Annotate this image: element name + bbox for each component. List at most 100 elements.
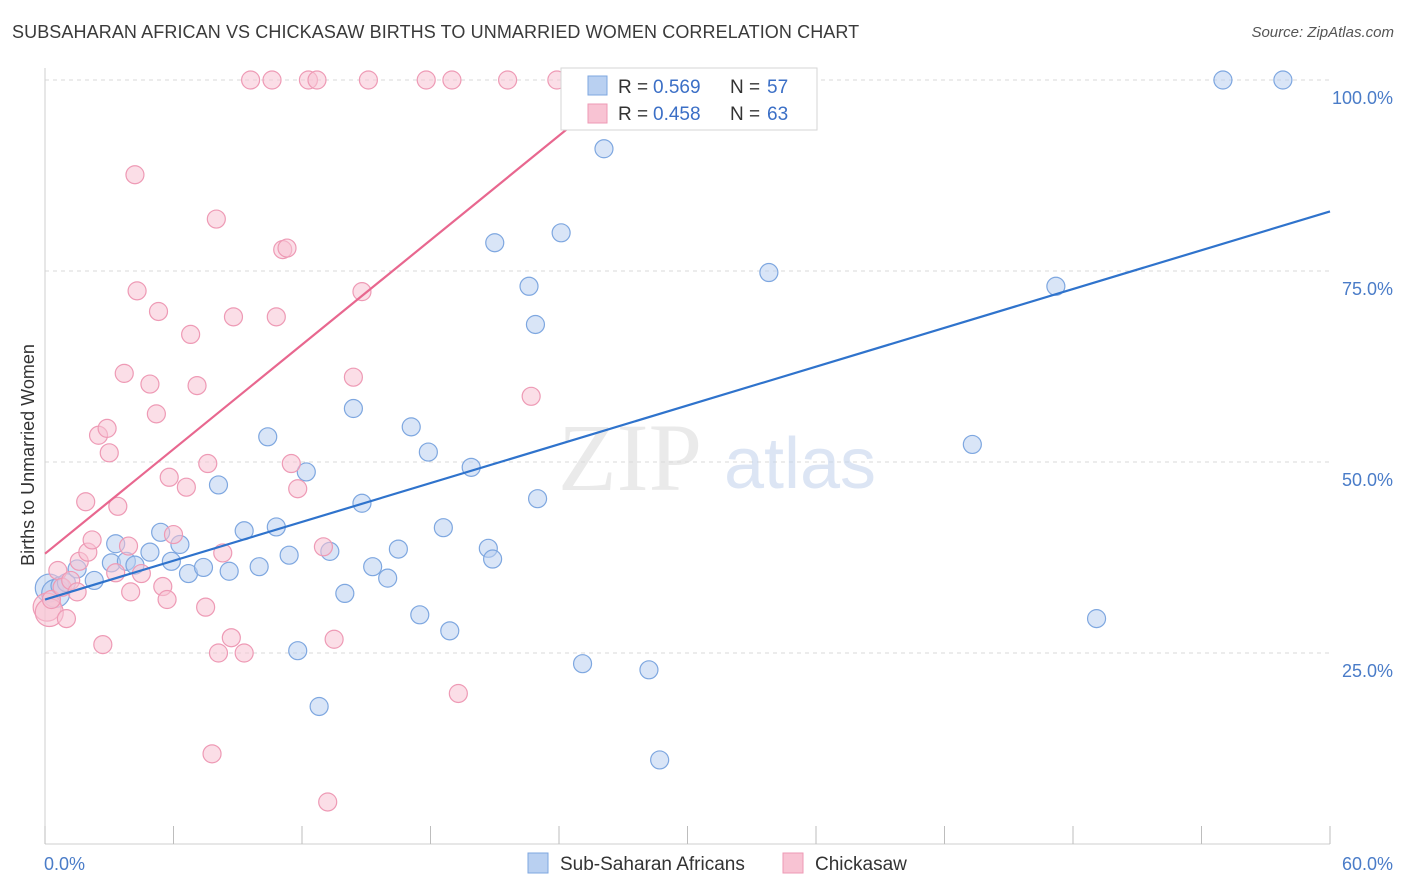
series-chickasaw-points xyxy=(32,70,567,812)
y-tick-label-0: 25.0% xyxy=(1342,661,1393,681)
point-pink-2 xyxy=(41,589,62,610)
point-blue-22 xyxy=(279,545,299,565)
point-blue-46 xyxy=(551,223,571,243)
y-axis-label: Births to Unmarried Women xyxy=(18,344,38,566)
point-pink-23 xyxy=(131,563,151,584)
point-blue-15 xyxy=(193,557,214,578)
point-pink-44 xyxy=(262,70,282,90)
point-pink-59 xyxy=(442,70,462,90)
point-blue-42 xyxy=(519,276,539,296)
point-pink-9 xyxy=(76,492,96,512)
point-blue-36 xyxy=(433,518,453,538)
point-pink-22 xyxy=(127,281,147,301)
point-pink-48 xyxy=(281,453,301,474)
legend-n-value-2: 63 xyxy=(767,104,788,125)
point-pink-42 xyxy=(234,643,254,663)
point-blue-57 xyxy=(1273,70,1293,90)
point-pink-53 xyxy=(318,792,338,812)
point-blue-24 xyxy=(296,462,316,482)
point-pink-39 xyxy=(213,543,233,563)
point-pink-56 xyxy=(352,282,372,302)
legend-item-chickasaw-swatch xyxy=(782,852,804,874)
point-blue-43 xyxy=(525,314,546,335)
point-pink-24 xyxy=(140,374,160,394)
point-blue-23 xyxy=(288,641,308,661)
point-blue-50 xyxy=(650,750,670,770)
point-blue-44 xyxy=(527,489,548,509)
point-pink-18 xyxy=(114,363,134,383)
point-blue-27 xyxy=(335,583,355,604)
point-pink-26 xyxy=(148,301,169,322)
point-pink-61 xyxy=(498,70,518,90)
x-tick-label-0: 0.0% xyxy=(44,854,85,874)
watermark: ZIP atlas xyxy=(558,404,876,511)
point-blue-17 xyxy=(219,561,239,581)
point-blue-19 xyxy=(249,557,269,577)
point-pink-45 xyxy=(266,307,286,327)
point-pink-49 xyxy=(288,479,308,499)
trend-lines xyxy=(44,117,1331,601)
point-blue-32 xyxy=(388,539,408,559)
point-blue-49 xyxy=(639,660,659,680)
legend-swatch-blue xyxy=(587,75,608,96)
point-pink-20 xyxy=(121,582,141,602)
point-pink-51 xyxy=(307,70,327,90)
point-pink-25 xyxy=(146,404,166,424)
point-pink-40 xyxy=(221,628,241,648)
legend-n-label-1: N = xyxy=(730,77,760,98)
x-tick-label-1: 60.0% xyxy=(1342,854,1393,874)
point-pink-34 xyxy=(196,597,216,617)
point-blue-51 xyxy=(759,262,779,283)
point-blue-31 xyxy=(378,568,398,588)
point-pink-37 xyxy=(206,209,226,229)
point-pink-35 xyxy=(198,453,218,474)
watermark-zip: ZIP xyxy=(558,404,702,511)
series-legend: Sub-Saharan Africans Chickasaw xyxy=(527,852,907,875)
point-pink-28 xyxy=(157,589,177,610)
point-pink-14 xyxy=(97,418,117,438)
point-blue-45 xyxy=(572,654,593,674)
legend-item-sub-saharan: Sub-Saharan Africans xyxy=(560,854,745,875)
legend-r-label-1: R = xyxy=(618,77,648,98)
point-blue-33 xyxy=(401,417,421,437)
point-pink-36 xyxy=(202,744,222,764)
point-pink-52 xyxy=(313,537,334,557)
point-pink-62 xyxy=(521,386,541,406)
point-pink-15 xyxy=(99,443,119,463)
point-blue-41 xyxy=(483,549,503,569)
point-pink-32 xyxy=(181,324,201,345)
point-blue-10 xyxy=(140,542,160,562)
legend-r-value-1: 0.569 xyxy=(653,77,701,98)
correlation-legend: R = 0.569 N = 57 R = 0.458 N = 63 xyxy=(560,67,818,131)
point-pink-11 xyxy=(82,530,102,550)
legend-item-sub-saharan-swatch xyxy=(527,852,549,874)
point-blue-47 xyxy=(594,139,614,159)
legend-r-label-2: R = xyxy=(618,104,648,125)
point-blue-20 xyxy=(258,427,278,447)
point-blue-35 xyxy=(418,442,438,462)
point-pink-33 xyxy=(187,376,207,396)
source-label: Source: ZipAtlas.com xyxy=(1251,24,1394,41)
legend-n-label-2: N = xyxy=(730,104,760,125)
point-pink-57 xyxy=(343,367,363,387)
point-blue-56 xyxy=(1213,70,1233,90)
x-tick-labels: 0.0% 60.0% xyxy=(44,854,1393,874)
y-tick-label-3: 100.0% xyxy=(1332,88,1393,108)
y-tick-label-2: 75.0% xyxy=(1342,279,1393,299)
point-pink-58 xyxy=(416,70,436,90)
point-blue-34 xyxy=(410,605,430,625)
point-pink-60 xyxy=(448,683,468,704)
y-tick-label-1: 50.0% xyxy=(1342,470,1393,490)
point-pink-41 xyxy=(223,307,244,327)
point-pink-5 xyxy=(56,609,77,629)
chart-title: SUBSAHARAN AFRICAN VS CHICKASAW BIRTHS T… xyxy=(12,22,860,42)
point-blue-55 xyxy=(1086,609,1107,629)
point-pink-54 xyxy=(324,629,344,649)
point-blue-39 xyxy=(485,233,505,253)
point-pink-17 xyxy=(108,496,128,516)
point-blue-30 xyxy=(363,557,383,577)
point-blue-28 xyxy=(343,398,363,419)
point-pink-31 xyxy=(176,477,196,497)
trend-line-pink xyxy=(44,117,582,555)
